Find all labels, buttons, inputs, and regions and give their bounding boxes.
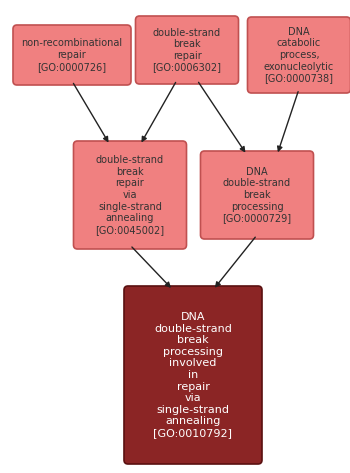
Text: double-strand
break
repair
[GO:0006302]: double-strand break repair [GO:0006302] [153, 27, 222, 72]
Text: DNA
catabolic
process,
exonucleolytic
[GO:0000738]: DNA catabolic process, exonucleolytic [G… [264, 27, 334, 83]
FancyBboxPatch shape [201, 151, 314, 239]
Text: non-recombinational
repair
[GO:0000726]: non-recombinational repair [GO:0000726] [21, 38, 122, 71]
FancyBboxPatch shape [74, 141, 187, 249]
Text: double-strand
break
repair
via
single-strand
annealing
[GO:0045002]: double-strand break repair via single-st… [96, 155, 164, 235]
FancyBboxPatch shape [135, 16, 238, 84]
Text: DNA
double-strand
break
processing
involved
in
repair
via
single-strand
annealin: DNA double-strand break processing invol… [154, 312, 232, 438]
FancyBboxPatch shape [13, 25, 131, 85]
Text: DNA
double-strand
break
processing
[GO:0000729]: DNA double-strand break processing [GO:0… [223, 167, 292, 223]
FancyBboxPatch shape [124, 286, 262, 464]
FancyBboxPatch shape [247, 17, 350, 93]
